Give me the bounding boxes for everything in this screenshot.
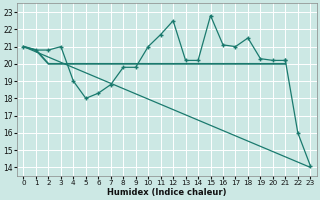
- X-axis label: Humidex (Indice chaleur): Humidex (Indice chaleur): [107, 188, 227, 197]
